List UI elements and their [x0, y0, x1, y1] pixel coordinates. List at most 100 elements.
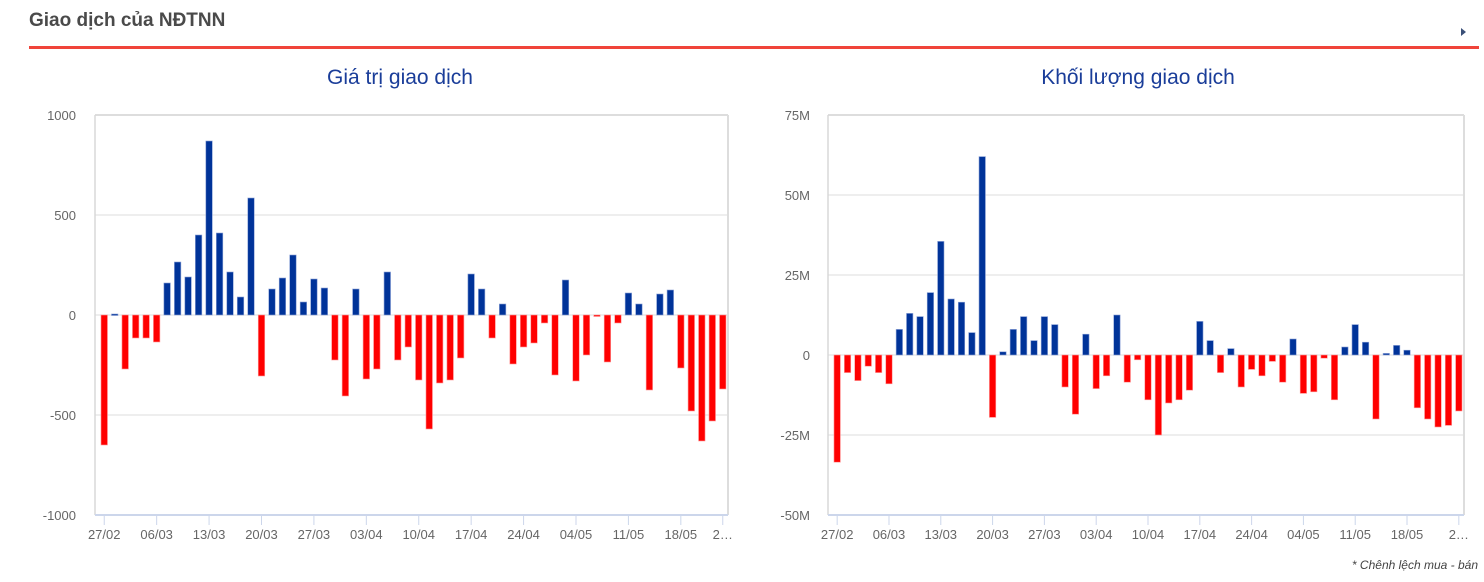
bar[interactable]: [163, 282, 171, 316]
bar[interactable]: [236, 296, 245, 316]
bar[interactable]: [1403, 349, 1411, 356]
bar[interactable]: [457, 314, 465, 359]
bar[interactable]: [1040, 316, 1048, 356]
bar[interactable]: [1113, 314, 1121, 356]
bar[interactable]: [530, 314, 538, 344]
bar[interactable]: [394, 314, 402, 361]
bar[interactable]: [854, 354, 862, 381]
bar[interactable]: [478, 288, 486, 316]
bar[interactable]: [561, 279, 570, 316]
bar[interactable]: [1144, 354, 1152, 401]
bar[interactable]: [488, 314, 496, 339]
bar[interactable]: [1020, 316, 1028, 356]
bar[interactable]: [132, 314, 140, 339]
bar[interactable]: [1217, 354, 1225, 373]
bar[interactable]: [1310, 354, 1318, 393]
bar[interactable]: [268, 288, 276, 316]
bar[interactable]: [1393, 345, 1401, 356]
bar[interactable]: [1424, 354, 1432, 420]
bar[interactable]: [875, 354, 883, 373]
bar[interactable]: [1175, 354, 1183, 401]
bar[interactable]: [885, 354, 893, 385]
bar[interactable]: [121, 314, 129, 370]
bar[interactable]: [978, 156, 986, 356]
bar[interactable]: [278, 277, 287, 316]
bar[interactable]: [174, 261, 182, 316]
bar[interactable]: [1279, 354, 1287, 383]
bar[interactable]: [1134, 354, 1142, 361]
bar[interactable]: [184, 276, 192, 316]
bar[interactable]: [582, 314, 591, 356]
bar[interactable]: [572, 314, 580, 382]
bar[interactable]: [1382, 353, 1390, 356]
bar[interactable]: [864, 354, 872, 367]
bar[interactable]: [1185, 354, 1193, 391]
bar[interactable]: [1258, 354, 1266, 377]
bar[interactable]: [999, 351, 1007, 356]
bar[interactable]: [645, 314, 653, 391]
bar[interactable]: [656, 293, 664, 316]
bar[interactable]: [1455, 354, 1463, 412]
bar[interactable]: [446, 314, 454, 381]
bar[interactable]: [937, 241, 945, 356]
bar[interactable]: [100, 314, 108, 446]
bar[interactable]: [1196, 321, 1204, 356]
bar[interactable]: [1248, 354, 1256, 370]
bar[interactable]: [352, 288, 360, 316]
bar[interactable]: [310, 278, 318, 316]
bar[interactable]: [289, 254, 297, 316]
bar[interactable]: [257, 314, 266, 377]
bar[interactable]: [719, 314, 727, 390]
bar[interactable]: [1237, 354, 1245, 388]
bar[interactable]: [666, 289, 674, 316]
bar[interactable]: [1434, 354, 1442, 428]
bar[interactable]: [916, 316, 924, 356]
bar[interactable]: [1123, 354, 1131, 383]
bar[interactable]: [677, 314, 685, 369]
bar[interactable]: [698, 314, 706, 442]
bar[interactable]: [687, 314, 695, 412]
bar[interactable]: [540, 314, 549, 324]
bar[interactable]: [551, 314, 559, 376]
bar[interactable]: [1299, 354, 1307, 394]
bar[interactable]: [603, 314, 611, 363]
bar[interactable]: [1268, 354, 1276, 362]
bar[interactable]: [216, 232, 224, 316]
bar[interactable]: [415, 314, 423, 381]
bar[interactable]: [1092, 354, 1100, 389]
bar[interactable]: [844, 354, 852, 373]
bar[interactable]: [895, 329, 903, 356]
bar[interactable]: [1330, 354, 1339, 401]
bar[interactable]: [404, 314, 412, 348]
bar[interactable]: [1165, 354, 1173, 404]
bar[interactable]: [226, 271, 234, 316]
bar[interactable]: [614, 314, 622, 324]
caret-right-icon[interactable]: [1461, 28, 1466, 36]
bar[interactable]: [499, 303, 507, 316]
bar[interactable]: [593, 314, 601, 317]
bar[interactable]: [1206, 340, 1214, 356]
bar[interactable]: [1009, 329, 1017, 356]
bar[interactable]: [906, 313, 914, 356]
bar[interactable]: [111, 313, 119, 316]
bar[interactable]: [383, 271, 391, 316]
bar[interactable]: [341, 314, 349, 397]
bar[interactable]: [635, 303, 643, 316]
bar[interactable]: [1154, 354, 1162, 436]
bar[interactable]: [1320, 354, 1328, 359]
bar[interactable]: [1289, 338, 1297, 356]
bar[interactable]: [520, 314, 528, 348]
bar[interactable]: [153, 314, 161, 343]
bar[interactable]: [195, 234, 203, 316]
bar[interactable]: [467, 273, 475, 316]
bar[interactable]: [320, 287, 328, 316]
bar[interactable]: [947, 298, 955, 356]
bar[interactable]: [1362, 341, 1370, 356]
bar[interactable]: [1444, 354, 1452, 426]
bar[interactable]: [1082, 333, 1090, 356]
bar[interactable]: [1351, 324, 1359, 356]
bar[interactable]: [708, 314, 716, 422]
bar[interactable]: [989, 354, 997, 418]
bar[interactable]: [1103, 354, 1111, 377]
bar[interactable]: [833, 354, 841, 463]
